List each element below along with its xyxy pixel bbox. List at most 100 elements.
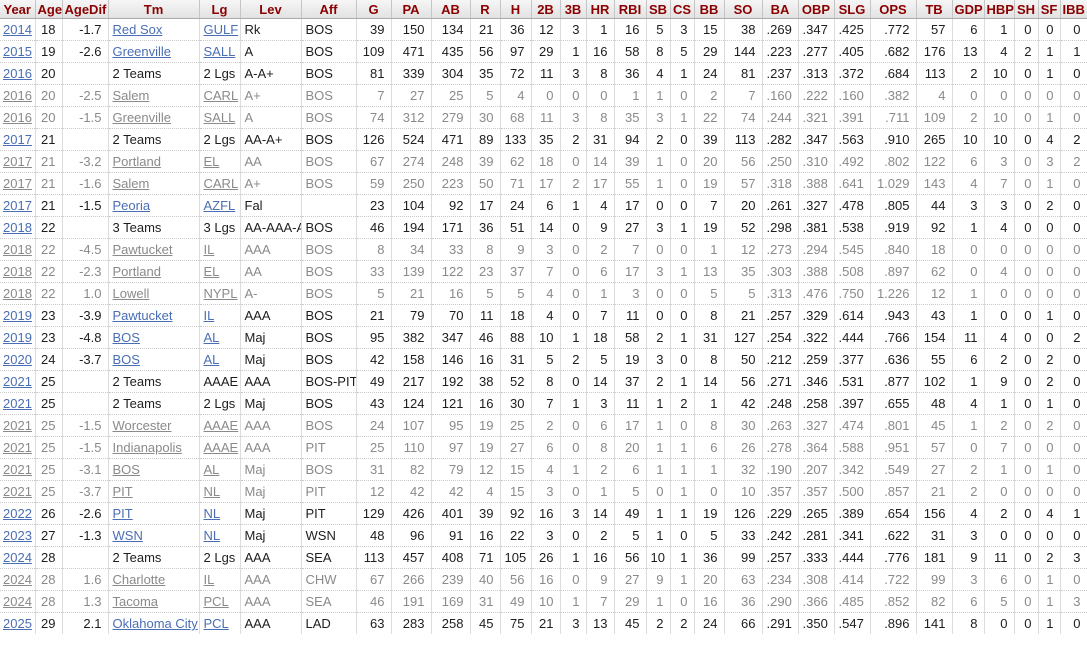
cell-link-lg[interactable]: IL	[203, 242, 215, 257]
cell-link-lg[interactable]: AZFL	[203, 198, 236, 213]
cell-link-lg[interactable]: CARL	[203, 176, 239, 191]
cell-link-tm[interactable]: Worcester	[112, 418, 172, 433]
cell-link-tm[interactable]: Lowell	[112, 286, 150, 301]
cell-link-lg[interactable]: AL	[203, 352, 220, 367]
column-header-3b[interactable]: 3B	[560, 0, 587, 19]
cell-link-year[interactable]: 2019	[3, 330, 32, 345]
cell-link-tm[interactable]: Portland	[112, 154, 161, 169]
cell-link-lg[interactable]: EL	[203, 154, 220, 169]
column-header-rbi[interactable]: RBI	[614, 0, 647, 19]
column-header-gdp[interactable]: GDP	[952, 0, 985, 19]
column-header-ab[interactable]: AB	[431, 0, 471, 19]
cell-link-year[interactable]: 2021	[3, 374, 32, 389]
cell-link-year[interactable]: 2021	[3, 396, 32, 411]
cell-link-tm[interactable]: Greenville	[112, 110, 172, 125]
cell-link-lg[interactable]: AL	[203, 330, 220, 345]
column-header-hr[interactable]: HR	[586, 0, 615, 19]
cell-link-year[interactable]: 2021	[3, 418, 32, 433]
cell-link-year[interactable]: 2022	[3, 506, 32, 521]
cell-link-year[interactable]: 2014	[3, 22, 32, 37]
cell-link-tm[interactable]: BOS	[112, 352, 140, 367]
cell-link-year[interactable]: 2023	[3, 528, 32, 543]
cell-link-year[interactable]: 2019	[3, 308, 32, 323]
column-header-r[interactable]: R	[470, 0, 501, 19]
cell-link-year[interactable]: 2021	[3, 440, 32, 455]
cell-link-lg[interactable]: EL	[203, 264, 220, 279]
column-header-sh[interactable]: SH	[1014, 0, 1039, 19]
cell-link-year[interactable]: 2016	[3, 88, 32, 103]
cell-link-lg[interactable]: PCL	[203, 594, 229, 609]
column-header-ops[interactable]: OPS	[870, 0, 917, 19]
cell-link-tm[interactable]: Greenville	[112, 44, 172, 59]
cell-link-tm[interactable]: Portland	[112, 264, 161, 279]
column-header-tb[interactable]: TB	[916, 0, 953, 19]
cell-link-year[interactable]: 2018	[3, 264, 32, 279]
cell-link-year[interactable]: 2015	[3, 44, 32, 59]
cell-link-year[interactable]: 2017	[3, 198, 32, 213]
column-header-hbp[interactable]: HBP	[984, 0, 1015, 19]
cell-link-year[interactable]: 2017	[3, 132, 32, 147]
column-header-ibb[interactable]: IBB	[1060, 0, 1087, 19]
cell-link-lg[interactable]: GULF	[203, 22, 239, 37]
cell-link-year[interactable]: 2024	[3, 594, 32, 609]
column-header-age[interactable]: Age	[35, 0, 63, 19]
column-header-so[interactable]: SO	[724, 0, 763, 19]
column-header-ba[interactable]: BA	[762, 0, 799, 19]
column-header-sf[interactable]: SF	[1038, 0, 1061, 19]
cell-link-year[interactable]: 2021	[3, 484, 32, 499]
cell-link-year[interactable]: 2016	[3, 110, 32, 125]
cell-link-year[interactable]: 2017	[3, 176, 32, 191]
cell-link-tm[interactable]: Indianapolis	[112, 440, 182, 455]
cell-link-lg[interactable]: AL	[203, 462, 220, 477]
column-header-g[interactable]: G	[356, 0, 392, 19]
cell-link-year[interactable]: 2020	[3, 352, 32, 367]
cell-link-tm[interactable]: Pawtucket	[112, 242, 173, 257]
column-header-slg[interactable]: SLG	[834, 0, 871, 19]
column-header-lev[interactable]: Lev	[240, 0, 302, 19]
cell-link-year[interactable]: 2021	[3, 462, 32, 477]
cell-link-lg[interactable]: SALL	[203, 110, 236, 125]
cell-link-lg[interactable]: NYPL	[203, 286, 238, 301]
column-header-agedif[interactable]: AgeDif	[62, 0, 109, 19]
column-header-obp[interactable]: OBP	[798, 0, 835, 19]
cell-link-tm[interactable]: Pawtucket	[112, 308, 173, 323]
cell-link-tm[interactable]: Red Sox	[112, 22, 163, 37]
column-header-lg[interactable]: Lg	[199, 0, 241, 19]
column-header-tm[interactable]: Tm	[108, 0, 200, 19]
cell-link-lg[interactable]: AAAE	[203, 440, 239, 455]
cell-link-lg[interactable]: NL	[203, 506, 221, 521]
cell-link-tm[interactable]: PIT	[112, 484, 133, 499]
cell-link-tm[interactable]: BOS	[112, 330, 140, 345]
column-header-bb[interactable]: BB	[694, 0, 725, 19]
cell-link-lg[interactable]: AAAE	[203, 418, 239, 433]
cell-link-tm[interactable]: Peoria	[112, 198, 151, 213]
cell-link-year[interactable]: 2025	[3, 616, 32, 631]
cell-link-lg[interactable]: SALL	[203, 44, 236, 59]
column-header-sb[interactable]: SB	[646, 0, 671, 19]
cell-link-tm[interactable]: BOS	[112, 462, 140, 477]
cell-link-tm[interactable]: Charlotte	[112, 572, 166, 587]
cell-link-lg[interactable]: IL	[203, 572, 215, 587]
cell-link-tm[interactable]: PIT	[112, 506, 133, 521]
cell-link-year[interactable]: 2016	[3, 66, 32, 81]
cell-link-lg[interactable]: IL	[203, 308, 215, 323]
cell-link-tm[interactable]: Salem	[112, 176, 150, 191]
cell-link-lg[interactable]: NL	[203, 484, 221, 499]
cell-link-tm[interactable]: Tacoma	[112, 594, 159, 609]
cell-link-year[interactable]: 2024	[3, 572, 32, 587]
cell-link-lg[interactable]: NL	[203, 528, 221, 543]
cell-link-tm[interactable]: Oklahoma City	[112, 616, 198, 631]
column-header-year[interactable]: Year	[0, 0, 36, 19]
column-header-h[interactable]: H	[500, 0, 532, 19]
cell-link-lg[interactable]: PCL	[203, 616, 229, 631]
cell-link-year[interactable]: 2017	[3, 154, 32, 169]
cell-link-lg[interactable]: CARL	[203, 88, 239, 103]
cell-link-tm[interactable]: WSN	[112, 528, 143, 543]
column-header-2b[interactable]: 2B	[531, 0, 561, 19]
cell-link-year[interactable]: 2018	[3, 242, 32, 257]
column-header-pa[interactable]: PA	[391, 0, 432, 19]
cell-link-year[interactable]: 2018	[3, 286, 32, 301]
cell-link-tm[interactable]: Salem	[112, 88, 150, 103]
column-header-aff[interactable]: Aff	[301, 0, 357, 19]
cell-link-year[interactable]: 2024	[3, 550, 32, 565]
